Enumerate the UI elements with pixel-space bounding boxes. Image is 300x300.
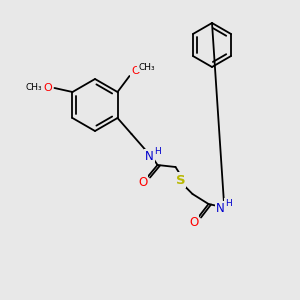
Text: H: H: [154, 146, 161, 155]
Text: O: O: [131, 66, 140, 76]
Text: S: S: [176, 173, 185, 187]
Text: O: O: [138, 176, 147, 188]
Text: CH₃: CH₃: [138, 62, 155, 71]
Text: CH₃: CH₃: [25, 83, 42, 92]
Text: O: O: [43, 83, 52, 93]
Text: N: N: [216, 202, 225, 214]
Text: N: N: [145, 149, 154, 163]
Text: O: O: [189, 215, 198, 229]
Text: H: H: [225, 199, 232, 208]
